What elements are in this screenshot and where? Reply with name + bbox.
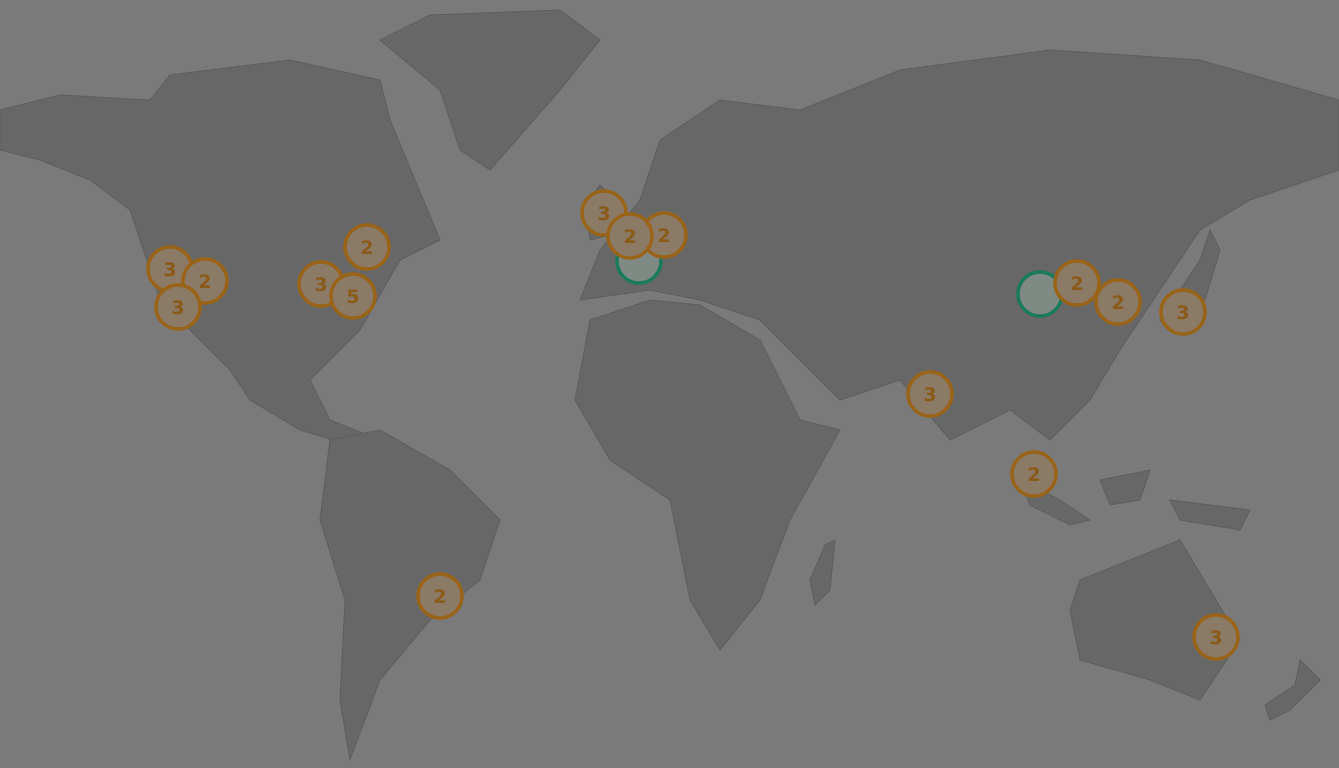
cluster-circle xyxy=(154,283,202,331)
region-cluster-marker[interactable]: 2 xyxy=(416,572,464,620)
cluster-count: 3 xyxy=(1209,627,1222,649)
region-cluster-marker[interactable]: 2 xyxy=(640,211,688,259)
cluster-circle xyxy=(1159,288,1207,336)
north-america xyxy=(0,59,441,446)
cluster-circle xyxy=(1010,450,1058,498)
region-cluster-marker[interactable]: 3 xyxy=(906,370,954,418)
eurasia xyxy=(579,49,1339,441)
cluster-count: 2 xyxy=(433,586,446,608)
africa xyxy=(574,299,841,651)
cluster-count: 3 xyxy=(1176,302,1189,324)
new-zealand xyxy=(1264,658,1321,721)
cluster-circle xyxy=(343,223,391,271)
cluster-circle xyxy=(606,212,654,260)
region-cluster-marker[interactable]: 3 xyxy=(1159,288,1207,336)
cluster-circle xyxy=(416,572,464,620)
cluster-count: 2 xyxy=(657,225,670,247)
continents xyxy=(0,9,1339,762)
cluster-count: 5 xyxy=(346,286,359,308)
cluster-circle xyxy=(1094,278,1142,326)
cluster-count: 3 xyxy=(597,203,610,225)
cluster-circle xyxy=(906,370,954,418)
greenland xyxy=(379,9,601,171)
region-cluster-marker[interactable]: 2 xyxy=(343,223,391,271)
cluster-circle xyxy=(329,272,377,320)
cluster-count: 3 xyxy=(171,297,184,319)
cluster-count: 2 xyxy=(623,226,636,248)
region-cluster-marker[interactable]: 3 xyxy=(1192,613,1240,661)
region-cluster-marker[interactable]: 5 xyxy=(329,272,377,320)
region-cluster-marker[interactable]: 2 xyxy=(1053,259,1101,307)
cluster-count: 2 xyxy=(1027,464,1040,486)
south-america xyxy=(319,429,501,762)
cluster-circle xyxy=(1192,613,1240,661)
cluster-count: 3 xyxy=(923,384,936,406)
cluster-circle xyxy=(1053,259,1101,307)
cluster-count: 2 xyxy=(360,237,373,259)
australia xyxy=(1069,539,1241,701)
region-cluster-marker[interactable]: 2 xyxy=(606,212,654,260)
cluster-count: 3 xyxy=(163,259,176,281)
indonesia xyxy=(1019,469,1251,531)
region-cluster-marker[interactable]: 2 xyxy=(1094,278,1142,326)
cluster-count: 2 xyxy=(1111,292,1124,314)
region-cluster-marker[interactable]: 3 xyxy=(154,283,202,331)
cluster-count: 2 xyxy=(198,271,211,293)
cluster-count: 3 xyxy=(314,274,327,296)
cluster-count: 2 xyxy=(1070,273,1083,295)
madagascar xyxy=(809,539,836,607)
region-cluster-marker[interactable]: 2 xyxy=(1010,450,1058,498)
